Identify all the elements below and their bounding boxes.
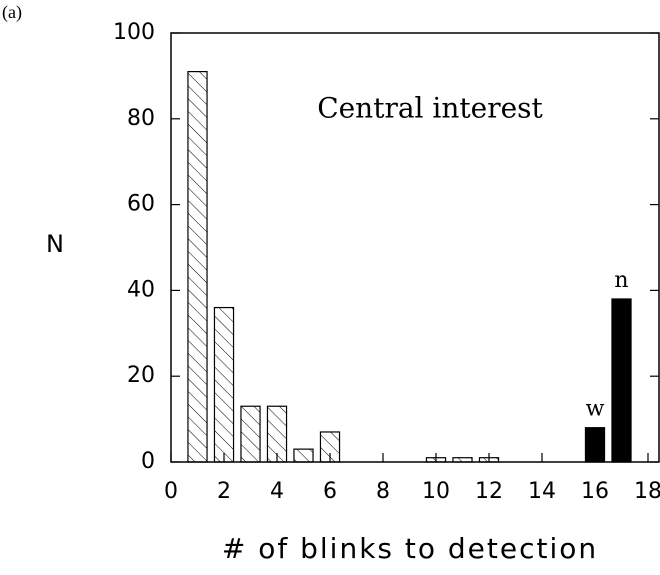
bar [213,306,235,463]
x-tick-label: 12 [475,479,503,504]
y-tick-label: 100 [113,20,155,45]
x-tick-label: 0 [164,479,178,504]
x-tick-label: 14 [528,479,556,504]
y-tick-label: 40 [127,277,155,302]
bar [611,298,632,463]
x-tick-label: 6 [323,479,337,504]
x-tick-label: 8 [376,479,390,504]
x-tick-label: 18 [634,479,660,504]
y-tick-label: 80 [127,106,155,131]
bar-label: n [614,268,628,293]
bar [187,71,208,463]
x-tick-label: 16 [581,479,609,504]
y-axis-label: N [46,230,64,258]
bar [293,448,314,463]
plot-frame [170,32,660,463]
y-tick-label: 20 [127,363,155,388]
y-tick-label: 60 [127,192,155,217]
bar [240,405,261,463]
y-tick-label: 0 [141,449,155,474]
bar-label: w [586,397,605,422]
x-tick-label: 2 [217,479,231,504]
panel-label: (a) [2,2,22,23]
chart-title: Central interest [317,92,543,125]
x-tick-label: 4 [270,479,284,504]
x-tick-label: 10 [422,479,450,504]
x-axis-label: # of blinks to detection [222,532,598,565]
